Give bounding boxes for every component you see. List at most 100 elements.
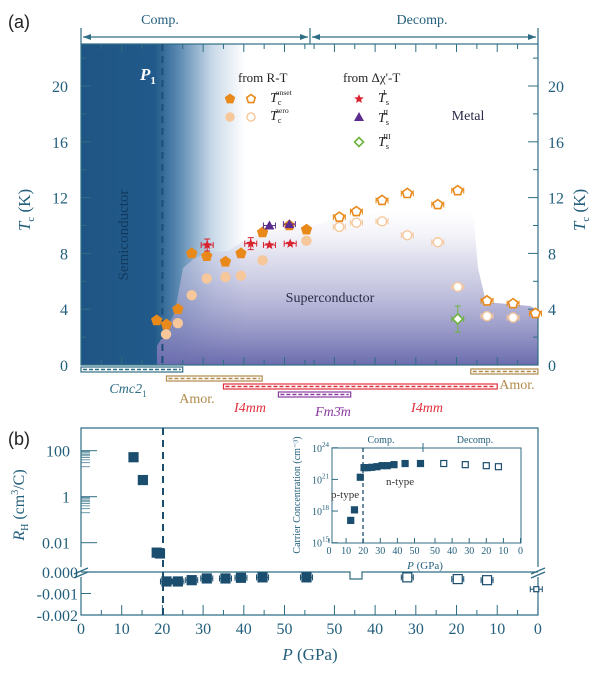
text-part: 10 bbox=[312, 539, 322, 550]
axis-break-icon bbox=[73, 567, 89, 579]
x-tick-label: 30 bbox=[408, 621, 424, 638]
data-point-ts2 bbox=[284, 219, 295, 229]
phase-label: Fm3̄m bbox=[314, 405, 351, 420]
text-part: I4mm bbox=[410, 401, 443, 416]
arrowhead-icon bbox=[312, 34, 320, 40]
data-point-onset bbox=[256, 226, 269, 238]
inset-y-tick-label: 1018 bbox=[312, 504, 330, 518]
x-tick-label: 50 bbox=[277, 621, 293, 638]
data-point-onset bbox=[507, 297, 519, 309]
data-point-hall bbox=[402, 572, 413, 583]
phase-label: Cmc21 bbox=[109, 382, 146, 399]
y-tick-label-right: 8 bbox=[548, 246, 556, 263]
inset-frame bbox=[331, 447, 522, 544]
legend-zero-open-icon bbox=[246, 112, 256, 122]
text-part: (GPa) bbox=[414, 560, 443, 572]
data-point-ts1 bbox=[202, 240, 212, 250]
data-point-zero bbox=[334, 221, 345, 233]
text-part: 18 bbox=[322, 504, 330, 512]
inset-x-tick-label: 20 bbox=[358, 546, 368, 557]
text-part: 15 bbox=[322, 536, 330, 544]
inset-y-tick-label: 1024 bbox=[312, 441, 330, 455]
data-point-onset bbox=[201, 250, 213, 262]
y-tick-label-right: 4 bbox=[548, 302, 556, 319]
legend-label-zero: Tczero bbox=[270, 106, 289, 125]
inset-x-axis-label: P (GPa) bbox=[406, 560, 443, 572]
x-tick-label: 10 bbox=[114, 621, 130, 638]
panel-label: (b) bbox=[8, 429, 30, 449]
x-tick-label: 50 bbox=[326, 621, 342, 638]
text-part: R bbox=[11, 531, 28, 542]
x-axis-label: P (GPa) bbox=[281, 645, 337, 664]
inset-x-tick-label: 0 bbox=[327, 546, 332, 557]
text-part: T bbox=[270, 109, 279, 124]
legend-ts3-icon bbox=[353, 136, 365, 148]
data-point-onset bbox=[350, 205, 363, 217]
inset-data-point bbox=[494, 463, 503, 471]
inset-x-tick-label: 30 bbox=[375, 546, 385, 557]
data-point-zero bbox=[201, 273, 212, 284]
text-part: T bbox=[570, 220, 589, 231]
data-point-zero bbox=[432, 237, 443, 248]
y-tick-label: 0.000 bbox=[42, 565, 78, 582]
text-part: (K) bbox=[570, 189, 589, 217]
data-point-ts2 bbox=[264, 220, 275, 230]
y-tick-label: 0.01 bbox=[42, 536, 70, 553]
legend-onset-filled-icon bbox=[224, 93, 236, 104]
inset-x-tick-label: 0 bbox=[518, 546, 523, 557]
data-point-onset bbox=[219, 255, 232, 267]
text-part: c bbox=[25, 217, 37, 222]
text-part: T bbox=[15, 220, 34, 231]
text-part: 3 bbox=[10, 490, 21, 495]
text-part: onset bbox=[276, 88, 293, 97]
phase-bar-fm3m bbox=[277, 391, 352, 398]
data-point-zero bbox=[220, 271, 231, 283]
data-point-zero bbox=[186, 290, 197, 301]
text-part: (GPa) bbox=[293, 645, 338, 664]
data-point-zero bbox=[402, 230, 413, 241]
data-point-onset bbox=[432, 198, 444, 210]
inset-x-tick-label: 50 bbox=[430, 546, 440, 557]
data-point-hall bbox=[257, 572, 268, 583]
data-point-onset bbox=[333, 211, 346, 222]
legend-label-ts3: TsIII bbox=[378, 132, 391, 151]
legend-label-ts2: TsII bbox=[378, 108, 389, 127]
data-point-onset bbox=[160, 318, 173, 330]
y-axis-label: RH (cm3/C) bbox=[10, 469, 31, 541]
text-part: /C) bbox=[11, 469, 28, 489]
text-part: c bbox=[278, 116, 282, 125]
p1-label: P1 bbox=[139, 65, 156, 87]
data-point-hall bbox=[137, 474, 148, 486]
text-part: c bbox=[278, 98, 282, 107]
text-part: s bbox=[386, 118, 389, 127]
inset-decomp-label: Decomp. bbox=[457, 435, 493, 446]
text-part: T bbox=[378, 111, 387, 126]
inset-y-tick-label: 1015 bbox=[312, 536, 330, 550]
text-part: P bbox=[139, 65, 151, 84]
y-tick-label: 100 bbox=[46, 444, 70, 461]
text-part: I4mm bbox=[233, 401, 266, 416]
data-point-zero bbox=[235, 270, 247, 281]
arrowhead-icon bbox=[528, 34, 536, 40]
text-part: T bbox=[270, 91, 279, 106]
text-part: (K) bbox=[15, 189, 34, 217]
inset-data-point bbox=[356, 473, 364, 481]
data-point-zero bbox=[301, 235, 312, 247]
data-point-hall bbox=[161, 576, 172, 587]
data-point-zero bbox=[507, 312, 519, 323]
axis-break-icon bbox=[530, 567, 546, 579]
legend-label-onset: Tconset bbox=[270, 88, 293, 107]
x-tick-label: 30 bbox=[195, 621, 211, 638]
y-axis-label-right: Tc (K) bbox=[570, 189, 592, 231]
y-tick-label-left: 8 bbox=[60, 246, 68, 263]
data-point-hall bbox=[128, 452, 139, 463]
data-point-onset bbox=[172, 303, 184, 315]
data-point-onset bbox=[185, 247, 198, 259]
text-part: 10 bbox=[312, 444, 322, 455]
y-tick-label-right: 20 bbox=[548, 79, 564, 96]
text-part: P bbox=[406, 560, 414, 572]
y-tick-label-left: 0 bbox=[60, 358, 68, 375]
inset-x-tick-label: 10 bbox=[498, 546, 508, 557]
